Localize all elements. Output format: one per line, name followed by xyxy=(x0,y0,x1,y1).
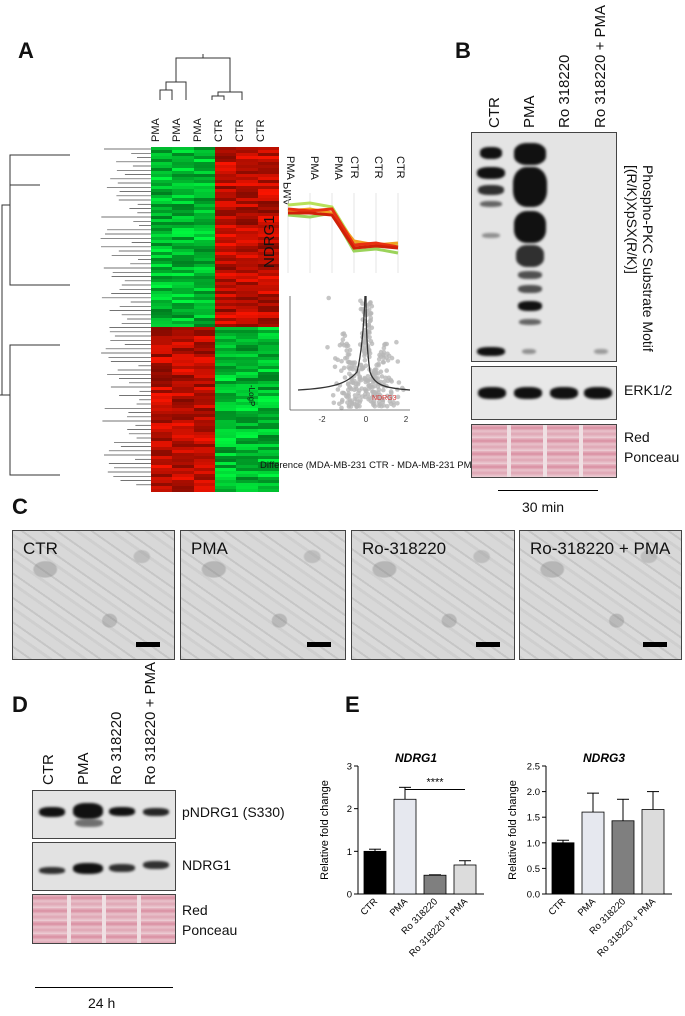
micrograph-pma-label: PMA xyxy=(191,539,228,558)
y-tick-label: 1.0 xyxy=(527,838,540,849)
column-dendrogram xyxy=(159,54,243,100)
phospho-pkc-blot xyxy=(471,132,617,362)
d-lane-label-ro: Ro 318220 xyxy=(108,711,125,785)
micrograph-pma: PMA xyxy=(180,530,346,660)
chart-title: NDRG3 xyxy=(583,751,625,765)
pndrg1-label: pNDRG1 (S330) xyxy=(182,804,285,820)
scale-bar xyxy=(476,642,500,647)
x-tick-label: PMA xyxy=(576,896,599,919)
scale-bar xyxy=(643,642,667,647)
gene-label: NDRG1 xyxy=(261,215,278,268)
ponceau-d-label-1: Red xyxy=(182,902,208,918)
row-dendrogram xyxy=(0,148,151,486)
x-tick-label: Ro 318220 + PMA xyxy=(595,896,658,959)
bar-ro-318220-pma xyxy=(641,809,665,895)
x-tick-label: Ro 318220 + PMA xyxy=(407,896,470,959)
chart-title: NDRG1 xyxy=(395,751,437,765)
ndrg1-blot xyxy=(32,842,176,891)
time-bar-b xyxy=(498,490,598,491)
panel-letter-e: E xyxy=(345,692,360,717)
scale-bar xyxy=(307,642,331,647)
ponceau-b-label-2: Ponceau xyxy=(624,449,680,465)
time-label-d: 24 h xyxy=(88,995,116,1011)
volcano-xtick-2: 0 xyxy=(364,415,369,424)
bar-ctr xyxy=(551,842,575,895)
col-label-3: PMA xyxy=(192,118,204,142)
lane-label-pma: PMA xyxy=(521,95,538,128)
y-tick-label: 1 xyxy=(347,847,352,858)
micrograph-ro: Ro-318220 xyxy=(351,530,515,660)
chart-ylabel: Relative fold change xyxy=(507,780,519,880)
micrograph-ctr: CTR xyxy=(12,530,175,660)
profile-label-f: CTR xyxy=(394,156,406,179)
col-label-2: PMA xyxy=(171,118,183,142)
col-label-5: CTR xyxy=(234,119,246,142)
expression-profile-plot xyxy=(287,193,399,273)
y-tick-label: 2 xyxy=(347,804,352,815)
micrograph-ro-pma: Ro-318220 + PMA xyxy=(519,530,682,660)
y-tick-label: 0.5 xyxy=(527,864,540,875)
volcano-ndrg3-label: NDRG3 xyxy=(372,395,397,402)
ndrg1-label: NDRG1 xyxy=(182,857,232,873)
y-tick-label: 2.5 xyxy=(527,762,540,773)
ponceau-b-label-1: Red xyxy=(624,429,650,445)
lane-label-ro: Ro 318220 xyxy=(556,54,573,128)
significance-label: **** xyxy=(426,776,444,788)
phospho-pkc-label: Phospho-PKC Substrate Motif [(R/K)XpSX(R… xyxy=(624,165,656,352)
bar-ctr xyxy=(363,850,387,895)
volcano-xlabel: Difference (MDA-MB-231 CTR - MDA-MB-231 … xyxy=(260,460,482,471)
col-label-6: CTR xyxy=(255,119,267,142)
x-tick-label: CTR xyxy=(547,896,569,918)
d-lane-label-ro-pma: Ro 318220 + PMA xyxy=(142,662,159,785)
panel-letter-c: C xyxy=(12,494,28,519)
col-label-4: CTR xyxy=(213,119,225,142)
ponceau-b xyxy=(471,424,617,478)
micrograph-ctr-label: CTR xyxy=(23,539,58,558)
time-label-b: 30 min xyxy=(522,499,565,515)
bar-ro-318220 xyxy=(611,820,635,895)
volcano-xtick-1: -2 xyxy=(318,415,326,424)
d-lane-label-ctr: CTR xyxy=(40,754,57,785)
x-tick-label: PMA xyxy=(388,896,411,919)
bar-pma xyxy=(393,798,417,895)
panel-letter-a: A xyxy=(18,38,34,63)
micrograph-ro-label: Ro-318220 xyxy=(362,539,447,558)
ndrg3-bar-chart: NDRG3 Relative fold change 0.0 0.5 1.0 1.5 2.0… xyxy=(507,751,672,959)
bar-pma xyxy=(581,811,605,895)
pndrg1-blot xyxy=(32,790,176,839)
lane-label-ctr: CTR xyxy=(486,97,503,128)
y-tick-label: 0 xyxy=(347,890,352,901)
panel-letter-d: D xyxy=(12,692,28,717)
volcano-ylabel: -LogP xyxy=(247,385,256,407)
erk-blot xyxy=(471,366,617,420)
y-tick-label: 1.5 xyxy=(527,813,540,824)
bar-ro-318220 xyxy=(423,874,447,895)
micrograph-ro-pma-label: Ro-318220 + PMA xyxy=(530,539,671,558)
heatmap xyxy=(151,147,279,492)
y-tick-label: 2.0 xyxy=(527,787,540,798)
ponceau-d-label-2: Ponceau xyxy=(182,922,238,938)
y-tick-label: 3 xyxy=(347,762,352,773)
chart-ylabel: Relative fold change xyxy=(319,780,331,880)
scale-bar xyxy=(136,642,160,647)
panel-letter-b: B xyxy=(455,38,471,63)
erk-label: ERK1/2 xyxy=(624,382,673,398)
time-bar-d xyxy=(35,987,173,988)
col-label-1: PMA xyxy=(150,118,162,142)
ponceau-d xyxy=(32,894,176,944)
profile-label-e: CTR xyxy=(372,156,384,179)
y-tick-label: 0.0 xyxy=(527,890,540,901)
lane-label-ro-pma: Ro 318220 + PMA xyxy=(592,5,609,128)
profile-label-d: CTR xyxy=(348,156,360,179)
profile-label-c: PMA xyxy=(332,156,344,180)
profile-label-a: PMA xyxy=(284,156,296,180)
volcano-plot: -2 0 2 NDRG3 xyxy=(289,295,411,424)
profile-label-b: PMA xyxy=(308,156,320,180)
volcano-xtick-3: 2 xyxy=(404,415,409,424)
x-tick-label: CTR xyxy=(359,896,381,918)
d-lane-label-pma: PMA xyxy=(75,752,92,785)
bar-ro-318220-pma xyxy=(453,864,477,895)
